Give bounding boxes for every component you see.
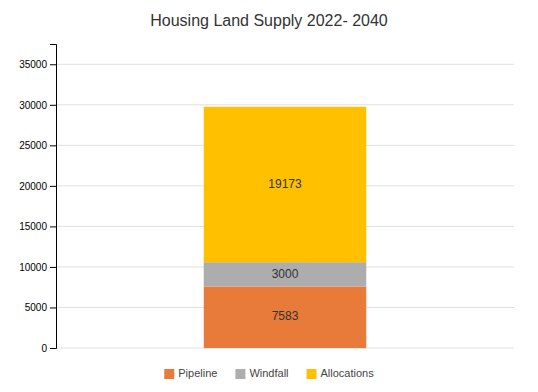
bar-segment (204, 107, 367, 262)
tick-label: 30000 (19, 100, 47, 111)
tick: 15000 (19, 221, 56, 232)
tick-mark (50, 64, 56, 65)
grid (56, 64, 514, 348)
bar-segment (204, 262, 367, 286)
data-labels: 7583 3000 19173 (268, 177, 302, 324)
tick-mark (50, 145, 56, 146)
axis-domain (50, 45, 57, 349)
chart: Housing Land Supply 2022- 2040 0 5000 10000… (0, 0, 538, 392)
legend-label: Allocations (321, 367, 375, 379)
tick: 0 (41, 343, 56, 354)
tick-mark (50, 267, 56, 268)
grid-line (56, 64, 514, 65)
legend-label: Windfall (249, 367, 288, 379)
bars (204, 107, 367, 348)
tick-mark (50, 186, 56, 187)
title: Housing Land Supply 2022- 2040 (150, 12, 388, 29)
tick-label: 10000 (19, 262, 47, 273)
legend-swatch (164, 369, 174, 379)
legend: Pipeline Windfall Allocations (164, 367, 374, 379)
tick: 35000 (19, 59, 56, 70)
tick-mark (50, 226, 56, 227)
grid-line (56, 104, 514, 105)
tick-label: 15000 (19, 221, 47, 232)
tick: 10000 (19, 262, 56, 273)
tick: 25000 (19, 140, 56, 151)
tick: 20000 (19, 181, 56, 192)
tick-label: 5000 (25, 302, 48, 313)
legend-label: Pipeline (178, 367, 217, 379)
data-label: 3000 (272, 267, 299, 281)
tick-label: 0 (41, 343, 47, 354)
legend-swatch (235, 369, 245, 379)
tick-mark (50, 307, 56, 308)
tick: 30000 (19, 100, 56, 111)
tick-label: 35000 (19, 59, 47, 70)
legend-item: Windfall (235, 367, 288, 379)
legend-swatch (307, 369, 317, 379)
y-axis: 0 5000 10000 15000 20000 25000 30000 35000 (19, 45, 56, 354)
legend-item: Allocations (307, 367, 375, 379)
data-label: 19173 (268, 177, 302, 191)
plot: 0 5000 10000 15000 20000 25000 30000 35000 7583 3… (19, 45, 514, 354)
tick-label: 20000 (19, 181, 47, 192)
tick: 5000 (25, 302, 56, 313)
tick-mark (50, 105, 56, 106)
tick-mark (50, 348, 56, 349)
data-label: 7583 (272, 309, 299, 323)
legend-item: Pipeline (164, 367, 217, 379)
tick-label: 25000 (19, 140, 47, 151)
bar-segment (204, 287, 367, 348)
